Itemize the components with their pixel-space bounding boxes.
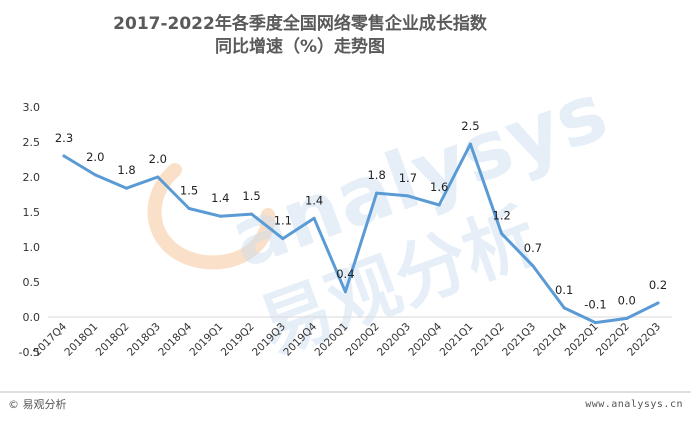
data-label: 0.1 [555,283,573,297]
data-label: 1.7 [399,171,417,185]
chart-title-line2: 同比增速（%）走势图 [215,36,385,57]
x-tick-label: 2018Q2 [94,321,132,359]
data-label: 2.5 [461,119,479,133]
data-point [281,237,285,241]
x-tick-label: 2022Q3 [625,321,663,359]
data-point [375,191,379,195]
data-point [625,316,629,320]
x-tick-label: 2019Q1 [187,321,225,359]
y-tick-label: 0.0 [23,311,41,324]
y-axis: 3.0 2.5 2.0 1.5 1.0 0.5 0.0 -0.5 [19,101,40,359]
y-tick-label: 1.5 [23,206,41,219]
data-point [156,175,160,179]
x-tick-label: 2021Q1 [438,321,476,359]
data-label: 0.7 [524,241,542,255]
data-label: 0.0 [618,293,636,307]
data-label: 0.4 [336,267,354,281]
data-label: 0.2 [649,278,667,292]
y-tick-label: 2.5 [23,136,41,149]
data-point [468,142,472,146]
footer-source-label: 易观分析 [22,398,67,411]
data-point [218,214,222,218]
data-label: 2.0 [149,152,167,166]
footer-source: © 易观分析 [8,396,67,412]
x-tick-label: 2021Q3 [500,321,538,359]
x-tick-label: 2022Q1 [563,321,601,359]
series-line [62,142,660,325]
data-label: 1.6 [430,180,448,194]
watermark-logo-icon [147,163,276,270]
y-tick-label: 1.0 [23,241,41,254]
data-point [593,321,597,325]
y-tick-label: 2.0 [23,171,41,184]
x-tick-label: 2021Q2 [469,321,507,359]
data-label: 1.2 [493,209,511,223]
y-tick-label: 0.5 [23,276,41,289]
x-tick-label: 2021Q4 [531,320,569,358]
data-point [562,306,566,310]
footer-url: www.analysys.cn [585,399,683,410]
data-point [343,290,347,294]
data-label: 2.3 [55,131,73,145]
x-tick-label: 2018Q4 [156,320,194,358]
chart-title-line1: 2017-2022年各季度全国网络零售企业成长指数 [113,13,488,34]
data-point [250,212,254,216]
x-tick-label: 2022Q2 [594,321,632,359]
data-point [437,203,441,207]
data-label: 2.0 [86,150,104,164]
data-point [125,186,129,190]
data-label: -0.1 [584,298,606,312]
y-tick-label: 3.0 [23,101,41,114]
data-point [656,301,660,305]
y-tick-label: -0.5 [19,346,40,359]
data-label: 1.5 [242,189,260,203]
data-point [187,207,191,210]
data-point [531,264,535,268]
x-tick-label: 2019Q2 [219,321,257,359]
copyright-icon: © [8,398,19,411]
data-point [312,216,316,220]
series-1 [62,142,660,325]
data-label: 1.8 [367,168,385,182]
data-label: 1.8 [117,163,135,177]
data-point [93,173,97,177]
x-tick-label: 2018Q3 [125,321,163,359]
data-label: 1.1 [274,214,292,228]
data-point [62,154,66,158]
data-point [500,232,504,236]
x-tick-label: 2018Q1 [62,321,100,359]
x-tick-label: 2020Q4 [406,320,444,358]
x-tick-label: 2017Q4 [31,320,69,358]
data-labels: 2.3 2.0 1.8 2.0 1.5 1.4 1.5 1.1 1.4 0.4 1.8 1.7 1.6 2… [55,119,667,325]
data-point [406,194,410,198]
data-label: 1.4 [305,193,323,207]
data-label: 1.4 [211,191,229,205]
data-label: 1.5 [180,184,198,198]
